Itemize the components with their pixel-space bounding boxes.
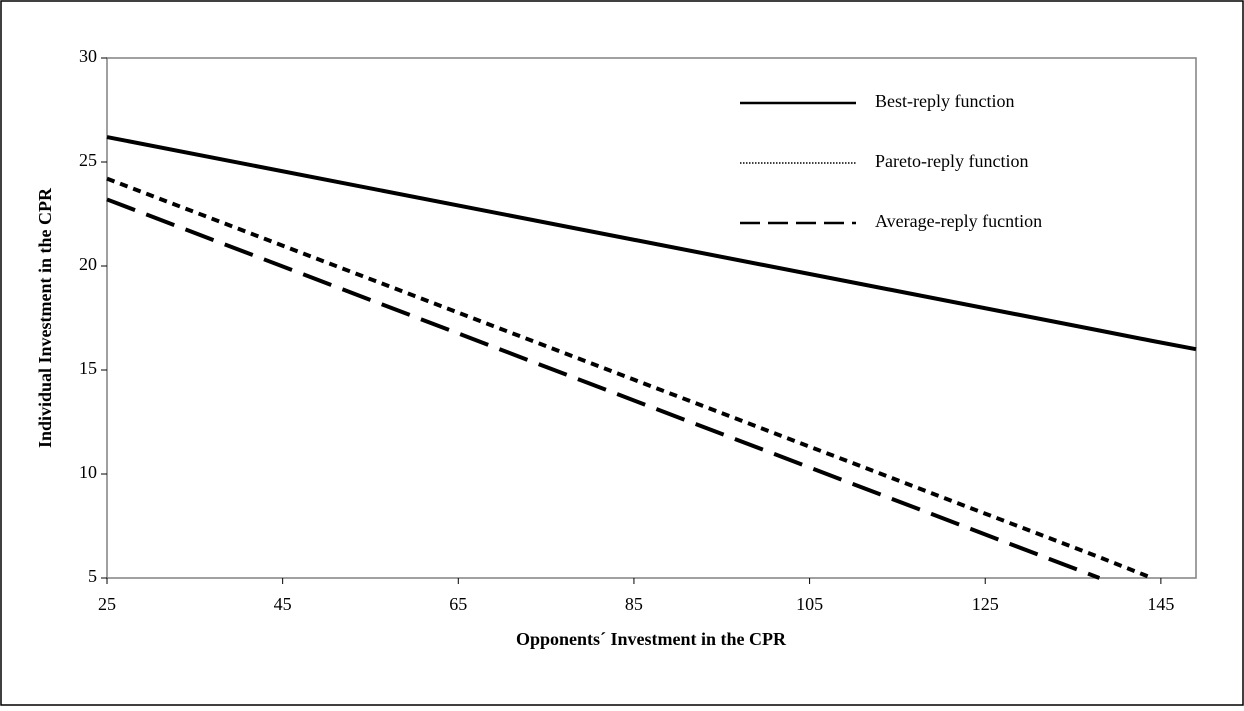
plot-area [106, 57, 1197, 579]
y-tick-label: 20 [79, 254, 97, 274]
series-line [106, 197, 1101, 580]
legend-label: Pareto-reply function [875, 151, 1028, 171]
x-tick-label: 125 [972, 594, 999, 614]
x-tick-label: 105 [796, 594, 823, 614]
y-tick-label: 15 [79, 358, 97, 378]
legend-label: Average-reply fucntion [875, 211, 1042, 231]
x-tick-label: 145 [1147, 594, 1174, 614]
y-axis-label: Individual Investment in the CPR [35, 187, 55, 448]
legend-label: Best-reply function [875, 91, 1014, 111]
y-tick-label: 10 [79, 462, 97, 482]
x-tick-label: 25 [98, 594, 116, 614]
series-line [106, 176, 1153, 580]
x-tick-label: 45 [274, 594, 292, 614]
y-tick-label: 25 [79, 150, 97, 170]
x-axis-label: Opponents´ Investment in the CPR [516, 629, 787, 649]
y-tick-label: 5 [88, 566, 97, 586]
y-tick-label: 30 [79, 46, 97, 66]
x-tick-label: 85 [625, 594, 643, 614]
x-tick-label: 65 [449, 594, 467, 614]
series-line [106, 135, 1197, 352]
